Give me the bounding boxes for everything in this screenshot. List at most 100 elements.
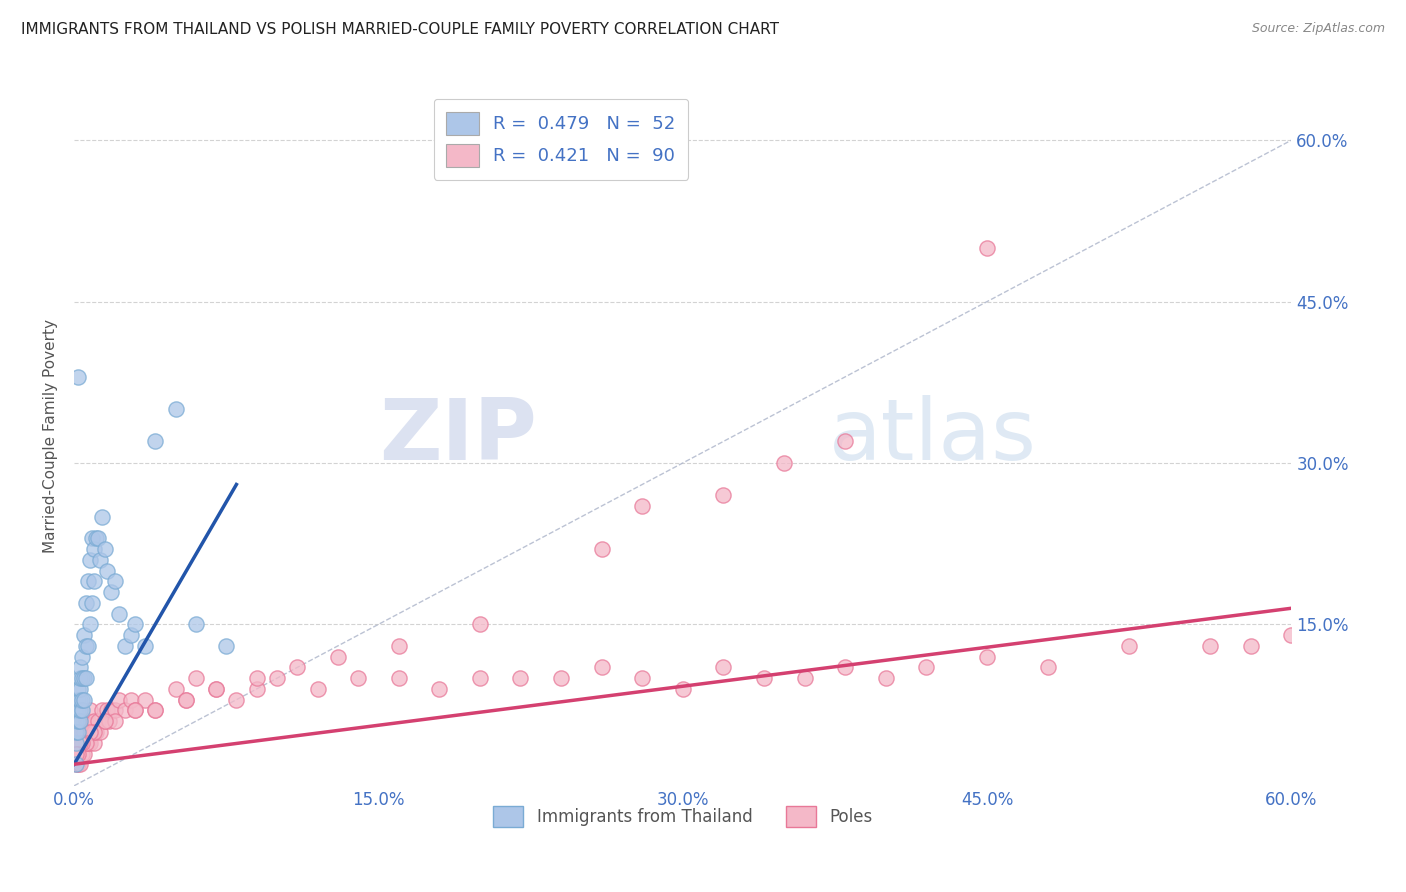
Point	[79, 736, 101, 750]
Point	[83, 542, 105, 557]
Point	[107, 692, 129, 706]
Point	[70, 692, 93, 706]
Point	[165, 402, 187, 417]
Point	[285, 660, 308, 674]
Point	[427, 681, 450, 696]
Point	[120, 628, 142, 642]
Point	[79, 703, 101, 717]
Point	[174, 692, 197, 706]
Point	[225, 692, 247, 706]
Point	[69, 757, 91, 772]
Point	[83, 736, 105, 750]
Point	[67, 757, 90, 772]
Point	[124, 703, 146, 717]
Point	[550, 671, 572, 685]
Point	[87, 531, 110, 545]
Point	[67, 692, 90, 706]
Point	[1199, 639, 1222, 653]
Point	[83, 574, 105, 589]
Point	[1036, 660, 1059, 674]
Point	[326, 649, 349, 664]
Point	[165, 681, 187, 696]
Point	[174, 692, 197, 706]
Point	[77, 736, 100, 750]
Point	[75, 596, 97, 610]
Point	[69, 660, 91, 674]
Text: Source: ZipAtlas.com: Source: ZipAtlas.com	[1251, 22, 1385, 36]
Point	[83, 714, 105, 729]
Text: atlas: atlas	[830, 394, 1036, 477]
Point	[246, 671, 269, 685]
Point	[67, 714, 90, 729]
Point	[143, 434, 166, 449]
Point	[77, 639, 100, 653]
Point	[65, 725, 87, 739]
Text: IMMIGRANTS FROM THAILAND VS POLISH MARRIED-COUPLE FAMILY POVERTY CORRELATION CHA: IMMIGRANTS FROM THAILAND VS POLISH MARRI…	[21, 22, 779, 37]
Point	[104, 574, 127, 589]
Point	[591, 660, 613, 674]
Point	[67, 681, 90, 696]
Point	[96, 703, 118, 717]
Point	[69, 736, 91, 750]
Point	[77, 574, 100, 589]
Point	[875, 671, 897, 685]
Point	[307, 681, 329, 696]
Point	[93, 714, 115, 729]
Point	[77, 714, 100, 729]
Text: ZIP: ZIP	[380, 394, 537, 477]
Point	[70, 747, 93, 761]
Point	[468, 617, 491, 632]
Point	[70, 736, 93, 750]
Point	[75, 714, 97, 729]
Point	[509, 671, 531, 685]
Point	[184, 617, 207, 632]
Point	[124, 703, 146, 717]
Point	[114, 703, 136, 717]
Point	[86, 531, 108, 545]
Point	[184, 671, 207, 685]
Point	[73, 747, 96, 761]
Point	[69, 681, 91, 696]
Point	[67, 725, 90, 739]
Point	[976, 649, 998, 664]
Point	[773, 456, 796, 470]
Legend: Immigrants from Thailand, Poles: Immigrants from Thailand, Poles	[486, 800, 879, 833]
Point	[91, 509, 114, 524]
Point	[70, 649, 93, 664]
Point	[107, 607, 129, 621]
Point	[711, 488, 734, 502]
Point	[631, 499, 654, 513]
Point	[70, 725, 93, 739]
Point	[67, 747, 90, 761]
Point	[124, 617, 146, 632]
Point	[793, 671, 815, 685]
Point	[69, 714, 91, 729]
Point	[65, 757, 87, 772]
Point	[834, 660, 856, 674]
Point	[73, 671, 96, 685]
Point	[89, 553, 111, 567]
Point	[93, 714, 115, 729]
Point	[73, 725, 96, 739]
Point	[120, 692, 142, 706]
Point	[1118, 639, 1140, 653]
Point	[67, 725, 90, 739]
Point	[69, 703, 91, 717]
Point	[69, 671, 91, 685]
Point	[143, 703, 166, 717]
Point	[100, 585, 122, 599]
Point	[75, 736, 97, 750]
Point	[83, 725, 105, 739]
Point	[65, 736, 87, 750]
Point	[70, 671, 93, 685]
Point	[65, 703, 87, 717]
Point	[143, 703, 166, 717]
Point	[79, 617, 101, 632]
Point	[711, 660, 734, 674]
Point	[87, 714, 110, 729]
Point	[100, 703, 122, 717]
Point	[388, 671, 411, 685]
Point	[65, 736, 87, 750]
Point	[104, 703, 127, 717]
Point	[1281, 628, 1303, 642]
